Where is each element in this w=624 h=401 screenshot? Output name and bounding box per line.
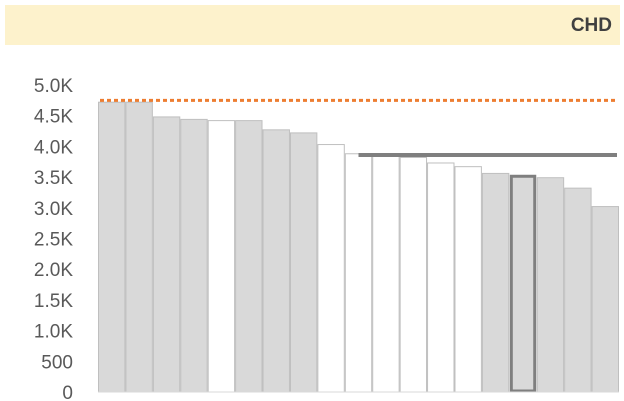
bar	[289, 132, 318, 393]
bar	[481, 172, 510, 393]
bar	[399, 156, 428, 393]
y-tick-label: 1.0K	[34, 322, 73, 343]
reference-lines	[100, 98, 617, 157]
bar	[344, 153, 373, 393]
bar	[564, 187, 592, 393]
y-axis: 0 500 1.0K 1.5K 2.0K 2.5K 3.0K 3.5K 4.0K 4.5K 5.0K	[34, 76, 73, 401]
bars	[98, 101, 619, 393]
bar	[125, 101, 153, 393]
y-tick-label: 2.0K	[34, 260, 73, 281]
bar	[98, 101, 126, 393]
header-band: CHD	[5, 5, 620, 45]
bar	[454, 166, 482, 393]
bar	[262, 129, 290, 393]
bar	[427, 162, 455, 393]
chart-title: CHD	[570, 15, 612, 36]
bar	[317, 144, 345, 393]
y-tick-label: 2.5K	[34, 230, 73, 251]
bar-highlighted	[509, 174, 537, 393]
bar	[536, 177, 565, 393]
y-tick-label: 4.5K	[34, 107, 73, 128]
bar	[180, 118, 208, 393]
bar	[152, 116, 181, 393]
bar	[207, 120, 236, 393]
bar	[591, 206, 619, 393]
y-tick-label: 3.0K	[34, 199, 73, 220]
bar	[235, 120, 263, 393]
y-tick-label: 5.0K	[34, 76, 73, 97]
y-tick-label: 4.0K	[34, 137, 73, 158]
bar	[372, 155, 400, 393]
y-tick-label: 1.5K	[34, 291, 73, 312]
y-tick-label: 0	[62, 383, 73, 401]
y-tick-label: 500	[41, 352, 73, 373]
y-tick-label: 3.5K	[34, 168, 73, 189]
